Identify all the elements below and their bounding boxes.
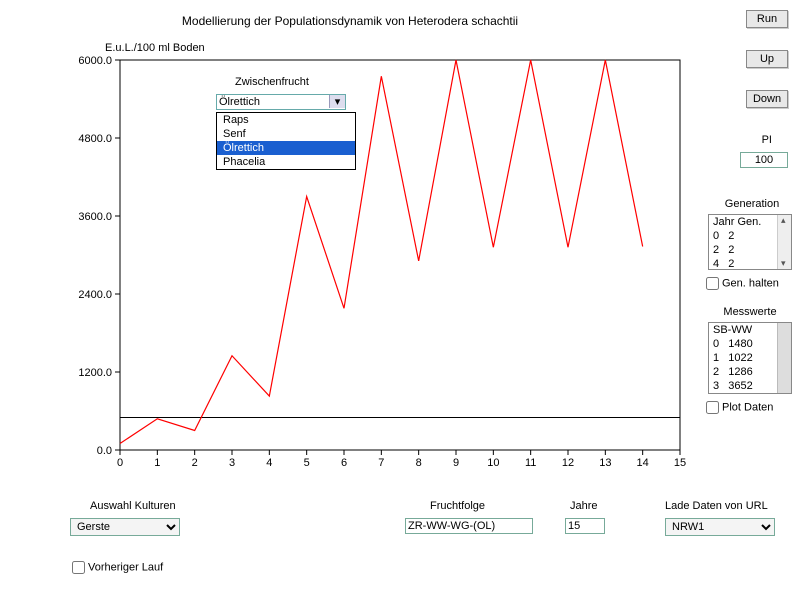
- svg-text:4800.0: 4800.0: [78, 133, 112, 145]
- svg-text:13: 13: [599, 457, 611, 469]
- vorheriger-checkbox[interactable]: Vorheriger Lauf: [68, 558, 163, 577]
- svg-text:7: 7: [378, 457, 384, 469]
- svg-text:1: 1: [154, 457, 160, 469]
- svg-text:0.0: 0.0: [97, 445, 112, 457]
- vorheriger-label: Vorheriger Lauf: [88, 561, 163, 573]
- run-button[interactable]: Run: [746, 10, 788, 28]
- svg-text:4: 4: [266, 457, 272, 469]
- down-button[interactable]: Down: [746, 90, 788, 108]
- svg-text:12: 12: [562, 457, 574, 469]
- svg-text:5: 5: [304, 457, 310, 469]
- plot-daten-input[interactable]: [706, 401, 719, 414]
- auswahl-label: Auswahl Kulturen: [90, 500, 176, 512]
- svg-text:9: 9: [453, 457, 459, 469]
- svg-text:15: 15: [674, 457, 686, 469]
- jahre-label: Jahre: [570, 500, 598, 512]
- zwischenfrucht-select[interactable]: Ölrettich ▾: [216, 94, 346, 110]
- scrollbar[interactable]: [777, 323, 791, 393]
- gen-halten-input[interactable]: [706, 277, 719, 290]
- zwischenfrucht-label: Zwischenfrucht: [235, 76, 309, 88]
- zwischenfrucht-option[interactable]: Phacelia: [217, 155, 355, 169]
- zwischenfrucht-option[interactable]: Raps: [217, 113, 355, 127]
- fruchtfolge-input[interactable]: [405, 518, 533, 534]
- pi-label: PI: [762, 134, 772, 146]
- gen-halten-label: Gen. halten: [722, 277, 779, 289]
- zwischenfrucht-selected: Ölrettich: [219, 96, 260, 108]
- gen-halten-checkbox[interactable]: Gen. halten: [702, 274, 792, 293]
- messwerte-list[interactable]: SB-WW 0 1480 1 1022 2 1286 3 3652: [708, 322, 792, 394]
- scrollbar[interactable]: [777, 215, 791, 269]
- up-button[interactable]: Up: [746, 50, 788, 68]
- zwischenfrucht-dropdown[interactable]: RapsSenfÖlrettichPhacelia: [216, 112, 356, 170]
- svg-text:6: 6: [341, 457, 347, 469]
- jahre-input[interactable]: [565, 518, 605, 534]
- svg-text:8: 8: [416, 457, 422, 469]
- generation-list[interactable]: Jahr Gen. 0 2 2 2 4 2: [708, 214, 792, 270]
- svg-text:3: 3: [229, 457, 235, 469]
- page-title: Modellierung der Populationsdynamik von …: [0, 14, 700, 28]
- auswahl-select[interactable]: Gerste: [70, 518, 180, 536]
- svg-text:14: 14: [637, 457, 649, 469]
- population-chart: 0.01200.02400.03600.04800.06000.00123456…: [60, 40, 690, 470]
- messwerte-label: Messwerte: [708, 306, 792, 318]
- plot-daten-label: Plot Daten: [722, 401, 773, 413]
- svg-text:10: 10: [487, 457, 499, 469]
- lade-label: Lade Daten von URL: [665, 500, 768, 512]
- generation-label: Generation: [712, 198, 792, 210]
- chevron-down-icon: ▾: [329, 95, 345, 108]
- svg-text:11: 11: [525, 457, 536, 469]
- zwischenfrucht-option[interactable]: Senf: [217, 127, 355, 141]
- pi-input[interactable]: [740, 152, 788, 168]
- zwischenfrucht-option[interactable]: Ölrettich: [217, 141, 355, 155]
- vorheriger-input[interactable]: [72, 561, 85, 574]
- svg-text:3600.0: 3600.0: [78, 211, 112, 223]
- lade-select[interactable]: NRW1: [665, 518, 775, 536]
- svg-text:2: 2: [192, 457, 198, 469]
- svg-text:0: 0: [117, 457, 123, 469]
- svg-text:2400.0: 2400.0: [78, 289, 112, 301]
- plot-daten-checkbox[interactable]: Plot Daten: [702, 398, 792, 417]
- fruchtfolge-label: Fruchtfolge: [430, 500, 485, 512]
- svg-text:1200.0: 1200.0: [78, 367, 112, 379]
- svg-text:6000.0: 6000.0: [78, 55, 112, 67]
